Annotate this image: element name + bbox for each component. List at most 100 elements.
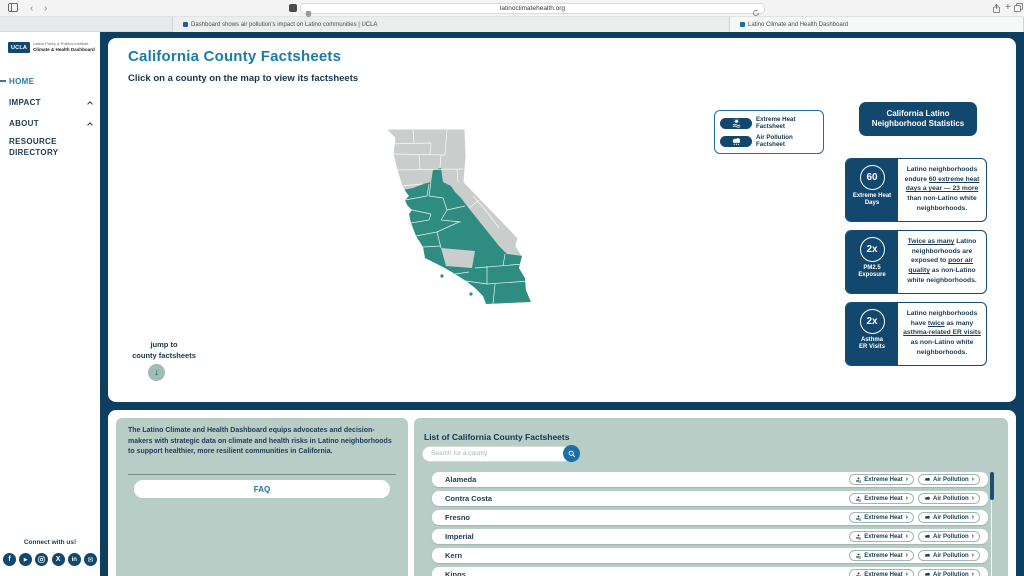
heat-icon [856,477,862,483]
extension-icon[interactable] [289,4,297,12]
pollution-cloud-icon [925,496,930,500]
stat-value: 2x [859,309,885,334]
jump-down-button[interactable]: ↓ [148,364,165,381]
air-pollution-factsheet-button[interactable]: Air Pollution › [917,569,980,576]
stat-description: Latino neighborhoods endure 60 extreme h… [904,166,980,212]
stat-badge: 2x Asthma ER Visits [846,303,898,365]
air-pollution-factsheet-button[interactable]: Air Pollution › [917,474,980,485]
email-icon[interactable]: ✉ [83,553,97,566]
reload-icon[interactable] [752,4,760,22]
youtube-icon[interactable]: ▶ [19,553,33,566]
nav-label: DIRECTORY [9,148,59,158]
search-button[interactable] [563,445,580,462]
extreme-heat-factsheet-button[interactable]: Extreme Heat › [849,493,914,504]
sidebar-item-about[interactable]: ABOUT [0,113,100,134]
county-name: Kern [445,551,463,560]
heat-icon [856,553,862,559]
county-name: Contra Costa [445,494,493,503]
tab-dashboard[interactable]: Latino Climate and Health Dashboard [730,17,1024,32]
sidebar-nav: HOME IMPACT ABOUT RESOURCE DIRECTORY [0,71,100,158]
forward-icon[interactable]: › [44,3,48,14]
share-icon[interactable] [992,3,1001,17]
air-pollution-factsheet-button[interactable]: Air Pollution › [917,550,980,561]
stat-card-extreme-heat: 60 Extreme Heat Days Latino neighborhoods… [845,158,987,222]
page-subtitle: Click on a county on the map to view its… [128,73,359,84]
tab-title: Latino Climate and Health Dashboard [748,21,849,28]
heat-legend-label: Extreme Heat Factsheet [756,116,796,130]
county-name: Alameda [445,475,477,484]
social-links: f ▶ X in ✉ [3,553,97,566]
sidebar-item-home[interactable]: HOME [0,71,100,92]
factsheets-list-section: The Latino Climate and Health Dashboard … [108,410,1016,576]
extreme-heat-factsheet-button[interactable]: Extreme Heat › [849,550,914,561]
sidebar-toggle-icon[interactable] [8,3,18,15]
neighborhood-statistics-button[interactable]: California Latino Neighborhood Statistic… [859,102,977,136]
browser-toolbar: ‹ › latinoclimatehealth.org + [0,0,1024,17]
nav-label: ABOUT [9,119,39,128]
active-indicator [0,80,6,82]
extreme-heat-factsheet-button[interactable]: Extreme Heat › [849,531,914,542]
tab-ucla-article[interactable]: Dashboard shows air pollution's impact o… [172,17,730,32]
x-twitter-icon[interactable]: X [51,553,65,566]
county-row-alameda: Alameda Extreme Heat › Air Pollution › [432,472,988,487]
search-input[interactable] [422,445,572,462]
county-row-imperial: Imperial Extreme Heat › Air Pollution › [432,529,988,544]
extreme-heat-factsheet-button[interactable]: Extreme Heat › [849,474,914,485]
county-list-panel: List of California County Factsheets Ala… [414,418,1008,576]
logo-dashboard: Climate & Health Dashboard [33,47,95,53]
heat-icon [856,572,862,576]
pollution-cloud-icon [925,572,930,576]
heat-icon [856,515,862,521]
extreme-heat-factsheet-button[interactable]: Extreme Heat › [849,512,914,523]
url-text: latinoclimatehealth.org [499,4,566,12]
pollution-cloud-icon [925,515,930,519]
down-arrow-icon: ↓ [154,367,159,377]
stat-description: Twice as many Latino neighborhoods are e… [907,238,977,284]
pollution-cloud-icon [925,534,930,538]
extreme-heat-legend-button[interactable] [720,117,752,129]
faq-button[interactable]: FAQ [134,480,390,498]
stat-value: 2x [859,237,885,262]
site-logo[interactable]: UCLA Latino Policy & Politics Institute … [8,41,96,53]
instagram-icon[interactable] [35,553,49,566]
air-pollution-factsheet-button[interactable]: Air Pollution › [917,512,980,523]
list-scrollbar-thumb[interactable] [990,472,994,500]
dashboard-page: UCLA Latino Policy & Politics Institute … [0,32,1024,576]
sidebar-item-impact[interactable]: IMPACT [0,92,100,113]
chevron-up-icon [87,100,93,107]
air-pollution-legend-button[interactable] [720,135,752,147]
chevron-up-icon [87,121,93,128]
heat-icon [856,534,862,540]
air-pollution-factsheet-button[interactable]: Air Pollution › [917,493,980,504]
tab-overview-icon[interactable] [1014,3,1023,15]
connect-label: Connect with us! [23,539,77,546]
california-county-map[interactable] [383,126,573,328]
stat-value: 60 [859,165,885,190]
tab-bar: Dashboard shows air pollution's impact o… [0,17,1024,32]
map-legend: Extreme Heat Factsheet Air Pollution Fac… [714,110,824,154]
extreme-heat-factsheet-button[interactable]: Extreme Heat › [849,569,914,576]
new-tab-icon[interactable]: + [1005,2,1011,13]
pollution-cloud-icon [925,553,930,557]
air-pollution-factsheet-button[interactable]: Air Pollution › [917,531,980,542]
pollution-cloud-icon [732,138,740,146]
list-title: List of California County Factsheets [424,432,570,442]
linkedin-icon[interactable]: in [67,553,81,566]
county-row-kern: Kern Extreme Heat › Air Pollution › [432,548,988,563]
divider [128,474,396,475]
tab-favicon [740,22,745,27]
about-text: The Latino Climate and Health Dashboard … [128,427,392,455]
sidebar-item-resource-directory[interactable]: RESOURCE DIRECTORY [0,134,100,158]
stat-badge: 2x PM2.5 Exposure [846,231,898,293]
pollution-cloud-icon [925,477,930,481]
logo-institute: Latino Policy & Politics Institute [33,41,89,47]
list-scrollbar-track [991,472,992,576]
facebook-icon[interactable]: f [3,553,16,566]
back-icon[interactable]: ‹ [30,3,34,14]
county-row-fresno: Fresno Extreme Heat › Air Pollution › [432,510,988,525]
heat-icon [732,118,740,128]
page-title: California County Factsheets [128,48,342,65]
nav-label: IMPACT [9,98,41,107]
search-icon [568,450,575,457]
address-bar[interactable]: latinoclimatehealth.org [300,2,765,14]
